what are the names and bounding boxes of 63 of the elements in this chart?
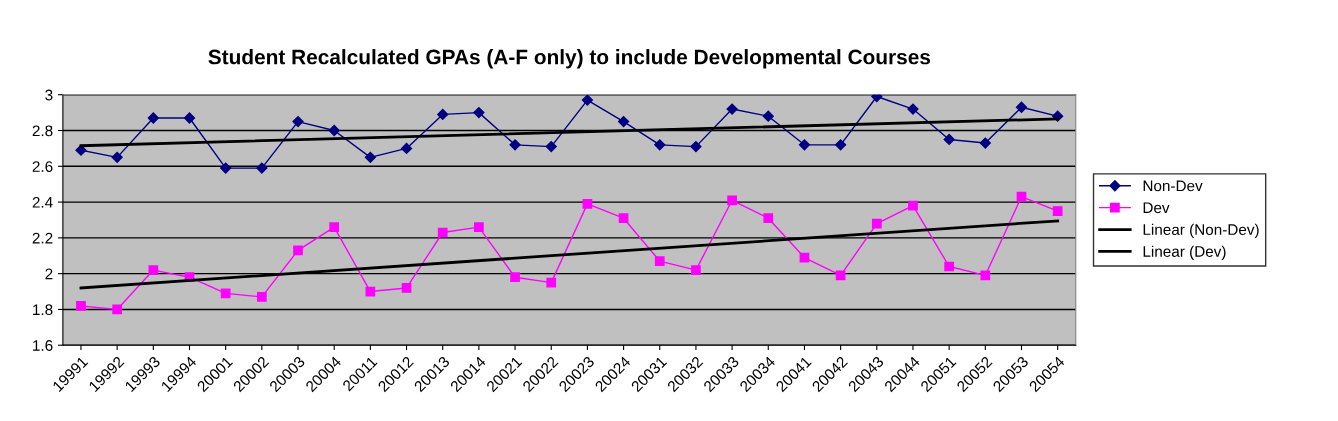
point (474, 222, 484, 232)
point (329, 222, 340, 232)
point (908, 200, 918, 211)
point (148, 265, 159, 275)
point (798, 139, 811, 151)
point (112, 304, 123, 315)
point (546, 277, 557, 288)
point (618, 213, 629, 224)
point (690, 141, 702, 153)
legend-label: Dev (1143, 202, 1170, 214)
point (509, 139, 521, 151)
point (364, 151, 376, 163)
point (76, 300, 86, 311)
point (582, 199, 593, 209)
point (1015, 101, 1028, 113)
legend-label: Linear (Dev) (1143, 245, 1226, 260)
point (581, 94, 594, 106)
point (545, 141, 557, 153)
y-tick-label: 2.4 (32, 196, 53, 208)
point (400, 142, 413, 155)
point (726, 103, 738, 115)
point (328, 124, 340, 137)
point (1052, 206, 1063, 216)
point (654, 256, 665, 266)
y-tick-label: 2 (45, 268, 53, 280)
point (220, 162, 232, 174)
y-tick-label: 1.8 (33, 304, 53, 316)
point (111, 151, 123, 163)
point (979, 137, 991, 149)
point (473, 107, 485, 119)
point (1016, 191, 1027, 202)
chart-title: Student Recalculated GPAs (A-F only) to include Developmental Courses (208, 49, 931, 69)
point (147, 112, 159, 124)
point (401, 283, 412, 293)
point (220, 288, 231, 299)
y-tick-label: 1.6 (33, 340, 53, 351)
point (762, 110, 774, 122)
legend-label: Non-Dev (1143, 180, 1203, 192)
point (256, 292, 267, 302)
point (437, 227, 448, 238)
point (763, 213, 774, 224)
y-tick-label: 2.2 (32, 232, 53, 244)
point (835, 139, 847, 151)
point (871, 94, 883, 103)
y-tick-label: 2.6 (32, 161, 53, 172)
point (617, 115, 630, 128)
y-tick-label: 3 (45, 89, 53, 101)
point (980, 270, 991, 281)
point (943, 133, 955, 146)
y-tick-label: 2.8 (32, 125, 53, 137)
point (654, 139, 666, 151)
point (75, 144, 87, 156)
point (183, 112, 196, 124)
point (256, 162, 268, 174)
point (293, 245, 303, 256)
point (944, 261, 955, 272)
point (727, 195, 737, 206)
point (691, 265, 701, 275)
point (292, 115, 304, 128)
legend-label: Linear (Non-Dev) (1143, 223, 1259, 239)
point (437, 108, 449, 121)
point (871, 218, 882, 229)
point (510, 272, 520, 283)
